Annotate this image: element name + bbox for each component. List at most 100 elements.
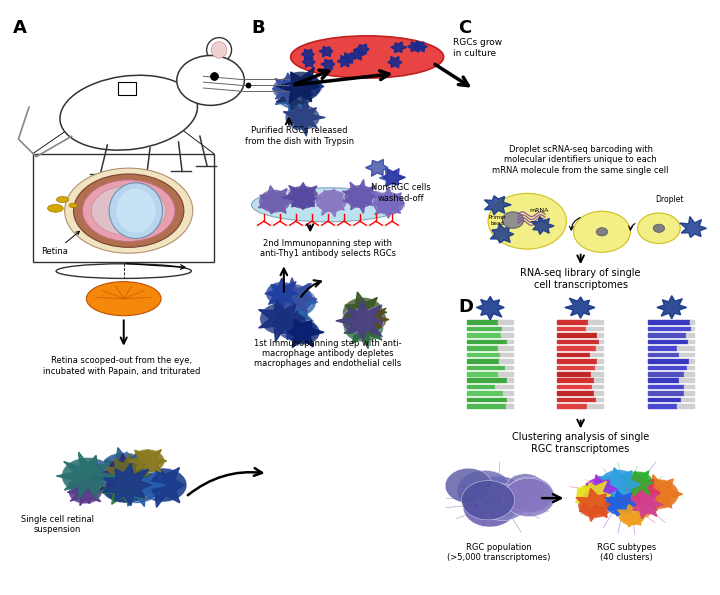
Polygon shape: [315, 189, 346, 217]
Text: Droplet scRNA-seq barcoding with
molecular identifiers unique to each
mRNA molec: Droplet scRNA-seq barcoding with molecul…: [492, 145, 669, 175]
Bar: [467, 378, 507, 382]
Bar: [557, 392, 594, 395]
Ellipse shape: [207, 37, 232, 62]
Ellipse shape: [62, 458, 114, 494]
Bar: [688, 365, 695, 369]
Bar: [467, 365, 505, 369]
Ellipse shape: [60, 75, 197, 150]
Ellipse shape: [457, 471, 513, 512]
Polygon shape: [292, 77, 324, 96]
Ellipse shape: [116, 189, 156, 233]
Bar: [599, 340, 603, 343]
Text: Purified RGCs released
from the dish with Trypsin: Purified RGCs released from the dish wit…: [245, 126, 354, 146]
Text: Retina scooped-out from the eye,
incubated with Papain, and triturated: Retina scooped-out from the eye, incubat…: [43, 356, 200, 375]
Polygon shape: [273, 278, 317, 320]
Polygon shape: [102, 464, 151, 506]
Ellipse shape: [83, 180, 175, 242]
Ellipse shape: [503, 212, 523, 228]
Bar: [648, 378, 678, 382]
Ellipse shape: [131, 449, 165, 473]
Ellipse shape: [279, 82, 314, 107]
Ellipse shape: [93, 463, 137, 493]
Polygon shape: [413, 41, 427, 52]
Polygon shape: [343, 308, 379, 334]
Bar: [648, 340, 688, 343]
Ellipse shape: [271, 284, 313, 315]
Polygon shape: [351, 49, 364, 60]
Bar: [498, 372, 513, 375]
Bar: [557, 340, 599, 343]
Polygon shape: [477, 296, 504, 320]
Bar: [648, 398, 681, 402]
Bar: [648, 392, 684, 395]
Polygon shape: [302, 57, 315, 67]
Bar: [684, 392, 695, 395]
Ellipse shape: [281, 71, 321, 101]
Ellipse shape: [344, 185, 376, 208]
Polygon shape: [269, 283, 318, 320]
Ellipse shape: [505, 474, 545, 503]
Polygon shape: [340, 292, 387, 331]
Polygon shape: [338, 55, 353, 67]
Bar: [648, 404, 678, 408]
Ellipse shape: [503, 478, 554, 516]
Polygon shape: [107, 459, 150, 493]
Polygon shape: [95, 452, 143, 491]
Bar: [592, 385, 603, 389]
Ellipse shape: [101, 458, 145, 488]
Ellipse shape: [273, 78, 303, 100]
Ellipse shape: [69, 203, 78, 208]
Text: mRNA: mRNA: [530, 208, 549, 213]
Ellipse shape: [176, 55, 244, 105]
Bar: [648, 353, 679, 356]
Ellipse shape: [100, 467, 150, 503]
Ellipse shape: [260, 303, 304, 335]
Ellipse shape: [315, 189, 348, 213]
Bar: [595, 346, 603, 350]
Bar: [684, 372, 695, 375]
FancyBboxPatch shape: [32, 154, 214, 262]
Ellipse shape: [488, 193, 567, 249]
Ellipse shape: [56, 196, 68, 202]
Ellipse shape: [574, 211, 631, 252]
Ellipse shape: [138, 468, 187, 502]
Polygon shape: [408, 42, 422, 52]
Ellipse shape: [342, 305, 384, 336]
Polygon shape: [605, 491, 638, 516]
Bar: [679, 353, 695, 356]
Ellipse shape: [343, 298, 383, 327]
Polygon shape: [391, 42, 407, 53]
Bar: [506, 404, 513, 408]
Polygon shape: [302, 49, 314, 60]
Polygon shape: [582, 475, 618, 506]
Text: A: A: [13, 19, 27, 37]
Ellipse shape: [605, 492, 636, 515]
Text: D: D: [458, 298, 473, 315]
Polygon shape: [99, 462, 150, 504]
Text: RNA-seq library of single
cell transcriptomes: RNA-seq library of single cell transcrip…: [521, 268, 641, 290]
Bar: [683, 385, 695, 389]
Bar: [467, 392, 503, 395]
Bar: [557, 398, 595, 402]
Ellipse shape: [576, 483, 610, 508]
Bar: [648, 359, 689, 362]
Text: Non-RGC cells
washed-off: Non-RGC cells washed-off: [372, 183, 431, 202]
Polygon shape: [383, 168, 405, 186]
Ellipse shape: [470, 476, 526, 518]
Bar: [557, 333, 597, 337]
Bar: [686, 333, 695, 337]
Bar: [501, 333, 513, 337]
Bar: [467, 372, 498, 375]
Ellipse shape: [277, 85, 310, 109]
Bar: [557, 378, 594, 382]
Ellipse shape: [618, 506, 645, 525]
Bar: [595, 398, 603, 402]
Ellipse shape: [291, 36, 444, 78]
Bar: [557, 365, 595, 369]
Polygon shape: [89, 460, 136, 500]
Text: C: C: [458, 19, 472, 37]
Text: B: B: [252, 19, 266, 37]
Bar: [597, 333, 603, 337]
Ellipse shape: [585, 478, 616, 501]
Polygon shape: [599, 468, 640, 500]
